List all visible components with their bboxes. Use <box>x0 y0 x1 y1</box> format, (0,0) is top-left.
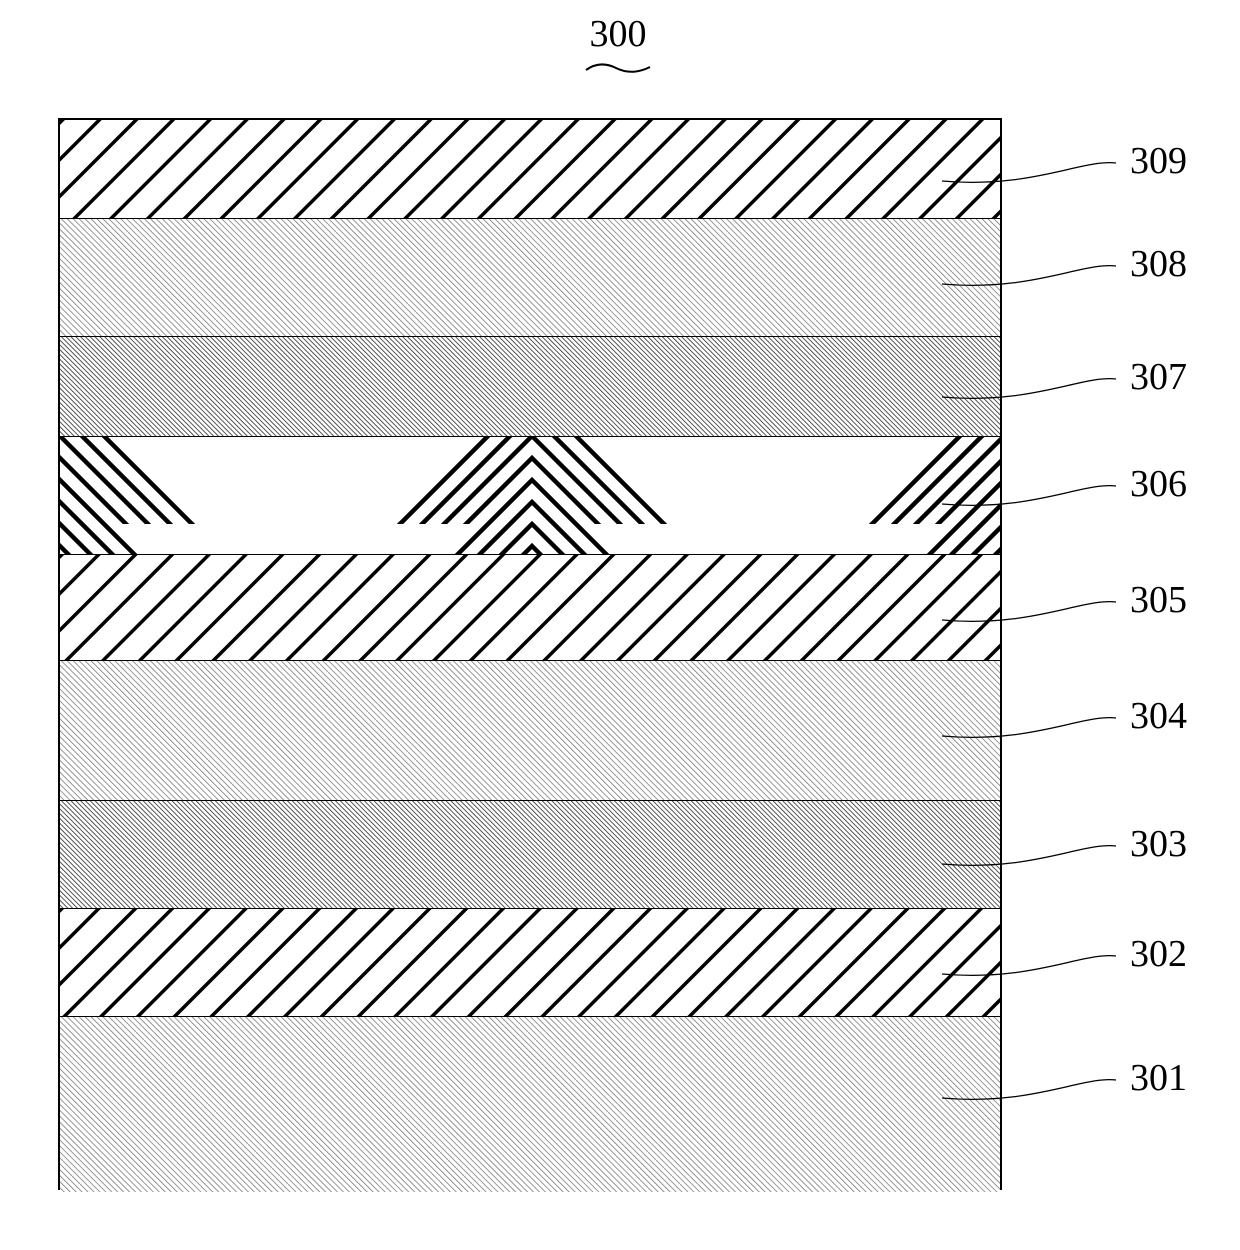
layer-301 <box>60 1016 1000 1192</box>
layer-305 <box>60 554 1000 660</box>
layer-label-302: 302 <box>1130 932 1187 976</box>
layer-309 <box>60 120 1000 218</box>
layer-label-308: 308 <box>1130 242 1187 286</box>
layer-306 <box>60 436 1000 554</box>
layer-302 <box>60 908 1000 1016</box>
figure-title: 300 <box>568 12 668 56</box>
layer-303 <box>60 800 1000 908</box>
layer-307 <box>60 336 1000 436</box>
tilde-underline <box>568 58 668 78</box>
layer-label-301: 301 <box>1130 1056 1187 1100</box>
layer-308 <box>60 218 1000 336</box>
layer-304 <box>60 660 1000 800</box>
layer-label-303: 303 <box>1130 822 1187 866</box>
layer-label-306: 306 <box>1130 462 1187 506</box>
layer-stack <box>58 118 1002 1190</box>
layer-label-307: 307 <box>1130 355 1187 399</box>
layer-label-305: 305 <box>1130 578 1187 622</box>
layer-label-309: 309 <box>1130 139 1187 183</box>
layer-label-304: 304 <box>1130 694 1187 738</box>
